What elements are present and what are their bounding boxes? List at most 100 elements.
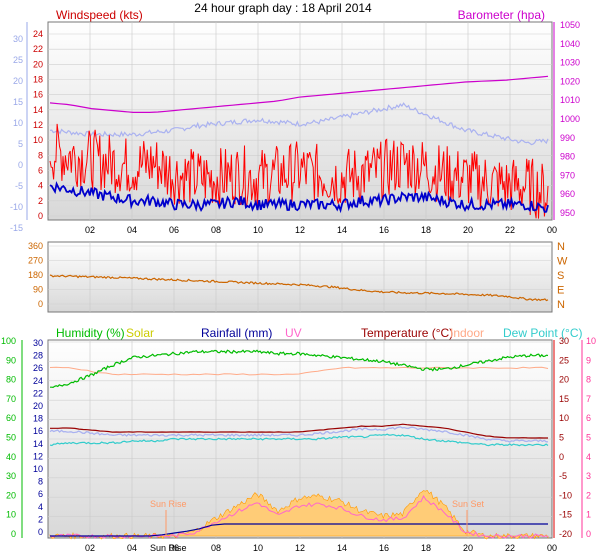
uv-tick-label: 10 bbox=[586, 336, 596, 346]
x-tick-label: 04 bbox=[127, 543, 137, 553]
baro-tick-label: 1000 bbox=[560, 114, 580, 124]
compass-label: W bbox=[557, 256, 568, 268]
rain-tick-label: 22 bbox=[33, 388, 43, 398]
temp-tick-label: 20 bbox=[559, 375, 569, 385]
uv-tick-label: 6 bbox=[586, 413, 591, 423]
temp-tick-label: -10 bbox=[559, 490, 572, 500]
rain-tick-label: 20 bbox=[33, 401, 43, 411]
direction-tick-label: 0 bbox=[38, 299, 43, 309]
temp-outer-tick-label: -15 bbox=[10, 223, 23, 233]
uv-tick-label: 7 bbox=[586, 394, 591, 404]
temp-tick-label: -20 bbox=[559, 529, 572, 539]
x-tick-label: 02 bbox=[85, 225, 95, 235]
x-tick-label: 18 bbox=[421, 543, 431, 553]
wind-tick-label: 22 bbox=[33, 44, 43, 54]
legend-solar: Solar bbox=[126, 326, 154, 340]
windspeed-label: Windspeed (kts) bbox=[56, 8, 143, 22]
rain-tick-label: 6 bbox=[38, 489, 43, 499]
baro-tick-label: 1020 bbox=[560, 76, 580, 86]
solar-series-area bbox=[49, 490, 549, 540]
x-tick-label: 22 bbox=[505, 225, 515, 235]
x-tick-label: 00 bbox=[547, 225, 557, 235]
uv-tick-label: 3 bbox=[586, 471, 591, 481]
baro-tick-label: 950 bbox=[560, 208, 575, 218]
temp-tick-label: 5 bbox=[559, 433, 564, 443]
x-tick-label: 12 bbox=[295, 543, 305, 553]
wind-tick-label: 4 bbox=[38, 181, 43, 191]
baro-tick-label: 1040 bbox=[560, 39, 580, 49]
humidity-tick-label: 10 bbox=[6, 510, 16, 520]
x-tick-label: 04 bbox=[127, 225, 137, 235]
x-tick-label: 16 bbox=[379, 225, 389, 235]
baro-tick-label: 1030 bbox=[560, 58, 580, 68]
wind-tick-label: 14 bbox=[33, 105, 43, 115]
uv-tick-label: 1 bbox=[586, 510, 591, 520]
humidity-tick-label: 80 bbox=[6, 375, 16, 385]
uv-tick-label: 5 bbox=[586, 433, 591, 443]
rain-tick-label: 26 bbox=[33, 363, 43, 373]
temp-outer-tick-label: 5 bbox=[18, 139, 23, 149]
x-tick-label: 20 bbox=[463, 225, 473, 235]
rainfall-series-line bbox=[50, 523, 548, 537]
x-tick-label: 06 bbox=[169, 225, 179, 235]
x-tick-label: 06 bbox=[169, 543, 179, 553]
rain-tick-label: 12 bbox=[33, 451, 43, 461]
temp-outer-tick-label: 20 bbox=[13, 76, 23, 86]
x-tick-label: 14 bbox=[337, 543, 347, 553]
temperature-series-line bbox=[50, 423, 548, 439]
direction-series-line bbox=[49, 274, 549, 302]
temp-outer-tick-label: 30 bbox=[13, 34, 23, 44]
indoor-series-line bbox=[49, 366, 549, 376]
legend-uv: UV bbox=[285, 326, 302, 340]
uv-tick-label: 8 bbox=[586, 375, 591, 385]
wind-tick-label: 18 bbox=[33, 75, 43, 85]
wind-tick-label: 0 bbox=[38, 211, 43, 221]
compass-label: N bbox=[557, 241, 565, 253]
rain-tick-label: 16 bbox=[33, 426, 43, 436]
direction-tick-label: 270 bbox=[28, 256, 43, 266]
temp-outer-tick-label: 10 bbox=[13, 118, 23, 128]
direction-tick-label: 180 bbox=[28, 270, 43, 280]
compass-label: S bbox=[557, 270, 564, 282]
humidity-tick-label: 20 bbox=[6, 490, 16, 500]
compass-label: E bbox=[557, 285, 564, 297]
wind-barometer-panel: 242220181614121086420302520151050-5-10-1… bbox=[10, 20, 580, 235]
sun-rise-axis-label: Sun Rise bbox=[150, 543, 187, 553]
x-tick-label: 14 bbox=[337, 225, 347, 235]
baro-tick-label: 970 bbox=[560, 170, 575, 180]
x-tick-label: 16 bbox=[379, 543, 389, 553]
temperature-series-line bbox=[49, 102, 549, 146]
wind-tick-label: 24 bbox=[33, 29, 43, 39]
rain-tick-label: 28 bbox=[33, 351, 43, 361]
x-tick-label: 00 bbox=[547, 543, 557, 553]
legend-humidity: Humidity (%) bbox=[56, 326, 125, 340]
rain-tick-label: 8 bbox=[38, 477, 43, 487]
temp-outer-tick-label: 25 bbox=[13, 55, 23, 65]
temp-tick-label: -5 bbox=[559, 471, 567, 481]
humidity-tick-label: 90 bbox=[6, 355, 16, 365]
humidity-tick-label: 40 bbox=[6, 452, 16, 462]
rain-tick-label: 14 bbox=[33, 439, 43, 449]
x-tick-label: 12 bbox=[295, 225, 305, 235]
humidity-tick-label: 100 bbox=[1, 336, 16, 346]
x-tick-label: 10 bbox=[253, 225, 263, 235]
legend-rainfall: Rainfall (mm) bbox=[201, 326, 272, 340]
wind-tick-label: 12 bbox=[33, 120, 43, 130]
direction-tick-label: 90 bbox=[33, 285, 43, 295]
temp-outer-tick-label: -5 bbox=[15, 181, 23, 191]
humidity-tick-label: 70 bbox=[6, 394, 16, 404]
temp-tick-label: -15 bbox=[559, 510, 572, 520]
rain-tick-label: 10 bbox=[33, 464, 43, 474]
temp-tick-label: 15 bbox=[559, 394, 569, 404]
baro-tick-label: 980 bbox=[560, 152, 575, 162]
x-tick-label: 20 bbox=[463, 543, 473, 553]
wind-tick-label: 8 bbox=[38, 150, 43, 160]
temp-outer-tick-label: -10 bbox=[10, 202, 23, 212]
wind-tick-label: 6 bbox=[38, 166, 43, 176]
x-tick-label: 18 bbox=[421, 225, 431, 235]
wind-tick-label: 16 bbox=[33, 90, 43, 100]
temp-tick-label: 30 bbox=[559, 336, 569, 346]
x-tick-label: 08 bbox=[211, 225, 221, 235]
rain-tick-label: 0 bbox=[38, 527, 43, 537]
